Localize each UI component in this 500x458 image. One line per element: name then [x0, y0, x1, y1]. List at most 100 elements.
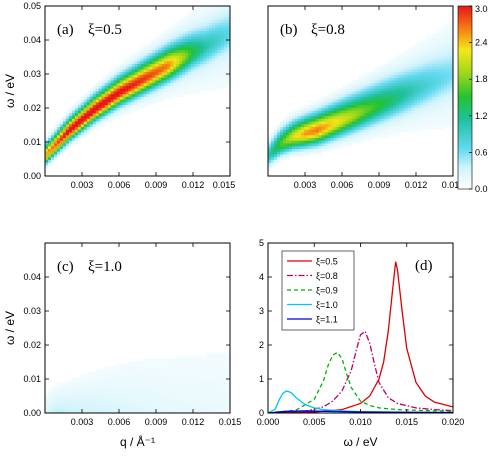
heatmap-cell: [90, 105, 93, 108]
heatmap-cell: [209, 391, 212, 394]
heatmap-cell: [212, 369, 215, 372]
heatmap-cell: [438, 66, 441, 69]
heatmap-cell: [369, 80, 372, 83]
heatmap-cell: [188, 11, 191, 14]
heatmap-cell: [405, 124, 408, 127]
heatmap-cell: [117, 88, 120, 91]
heatmap-cell: [301, 140, 304, 143]
heatmap-cell: [132, 380, 135, 383]
heatmap-cell: [322, 102, 325, 105]
heatmap-cell: [60, 132, 63, 135]
heatmap-cell: [45, 138, 48, 141]
heatmap-cell: [447, 121, 450, 124]
heatmap-cell: [149, 96, 152, 99]
heatmap-cell: [152, 88, 155, 91]
heatmap-cell: [298, 121, 301, 124]
heatmap-cell: [316, 127, 319, 130]
heatmap-cell: [224, 353, 227, 356]
heatmap-cell: [363, 127, 366, 130]
heatmap-cell: [123, 66, 126, 69]
heatmap-cell: [105, 405, 108, 408]
heatmap-cell: [206, 388, 209, 391]
heatmap-cell: [423, 121, 426, 124]
x-tick-label: 0.010: [349, 417, 372, 427]
heatmap-cell: [108, 96, 111, 99]
heatmap-cell: [423, 72, 426, 75]
heatmap-cell: [200, 361, 203, 364]
heatmap-cell: [99, 83, 102, 86]
heatmap-cell: [316, 102, 319, 105]
heatmap-cell: [182, 408, 185, 411]
heatmap-cell: [209, 47, 212, 50]
heatmap-cell: [215, 388, 218, 391]
heatmap-cell: [152, 42, 155, 45]
heatmap-cell: [87, 118, 90, 121]
heatmap-cell: [221, 394, 224, 397]
heatmap-cell: [316, 105, 319, 108]
heatmap-cell: [212, 391, 215, 394]
heatmap-cell: [378, 121, 381, 124]
heatmap-cell: [307, 110, 310, 113]
heatmap-cell: [179, 83, 182, 86]
heatmap-cell: [138, 399, 141, 402]
heatmap-cell: [108, 408, 111, 411]
heatmap-cell: [378, 113, 381, 116]
heatmap-cell: [295, 154, 298, 157]
heatmap-cell: [423, 80, 426, 83]
heatmap-cell: [402, 102, 405, 105]
heatmap-cell: [72, 377, 75, 380]
heatmap-cell: [203, 377, 206, 380]
heatmap-cell: [179, 64, 182, 67]
heatmap-cell: [140, 83, 143, 86]
heatmap-cell: [185, 361, 188, 364]
heatmap-cell: [135, 375, 138, 378]
heatmap-cell: [343, 88, 346, 91]
heatmap-cell: [206, 33, 209, 36]
heatmap-cell: [45, 143, 48, 146]
heatmap-cell: [194, 91, 197, 94]
y-tick-label: 0.02: [23, 103, 41, 113]
heatmap-cell: [381, 66, 384, 69]
heatmap-cell: [363, 116, 366, 119]
heatmap-cell: [408, 99, 411, 102]
heatmap-cell: [149, 69, 152, 72]
heatmap-cell: [132, 394, 135, 397]
heatmap-cell: [194, 380, 197, 383]
heatmap-cell: [224, 47, 227, 50]
heatmap-cell: [126, 102, 129, 105]
heatmap-cell: [96, 369, 99, 372]
heatmap-cell: [212, 14, 215, 17]
heatmap-cell: [378, 83, 381, 86]
heatmap-cell: [176, 364, 179, 367]
x-tick-label: 0.015: [213, 180, 236, 190]
heatmap-cell: [352, 80, 355, 83]
heatmap-cell: [224, 77, 227, 80]
heatmap-cell: [289, 127, 292, 130]
heatmap-cell: [164, 31, 167, 34]
heatmap-cell: [87, 110, 90, 113]
heatmap-cell: [429, 39, 432, 42]
heatmap-cell: [99, 99, 102, 102]
heatmap-cell: [176, 61, 179, 64]
heatmap-cell: [155, 86, 158, 89]
heatmap-cell: [191, 358, 194, 361]
heatmap-cell: [349, 91, 352, 94]
heatmap-cell: [426, 42, 429, 45]
heatmap-cell: [325, 99, 328, 102]
heatmap-cell: [179, 408, 182, 411]
heatmap-cell: [325, 113, 328, 116]
heatmap-cell: [117, 116, 120, 119]
colorbar-tick-label: 1.2: [475, 111, 488, 121]
heatmap-cell: [194, 66, 197, 69]
heatmap-cell: [363, 132, 366, 135]
heatmap-cell: [161, 66, 164, 69]
heatmap-cell: [447, 113, 450, 116]
heatmap-cell: [117, 408, 120, 411]
heatmap-cell: [129, 366, 132, 369]
heatmap-cell: [182, 399, 185, 402]
heatmap-cell: [164, 80, 167, 83]
heatmap-cell: [316, 135, 319, 138]
heatmap-cell: [381, 129, 384, 132]
heatmap-cell: [132, 80, 135, 83]
heatmap-cell: [429, 50, 432, 53]
